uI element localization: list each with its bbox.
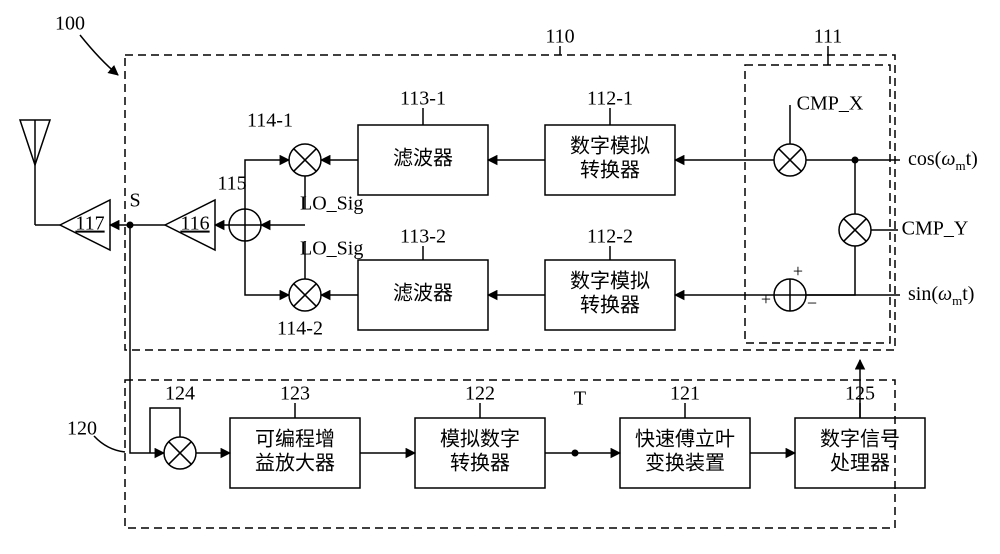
ref-120: 120: [67, 418, 97, 440]
node-nT: [572, 450, 579, 457]
block-pga-label2: 益放大器: [255, 452, 335, 475]
label-CMP_X: CMP_X: [797, 93, 864, 115]
label-T: T: [574, 388, 586, 410]
dashed-box-rx: [125, 380, 895, 528]
block-filter1-ref: 113-1: [400, 88, 446, 110]
ref-111: 111: [814, 26, 843, 48]
label-cos: cos(ωmt): [908, 148, 978, 174]
summer-s115-ref: 115: [217, 173, 246, 195]
label-S: S: [129, 190, 140, 212]
summer-mod_bot-plus1: +: [761, 289, 771, 309]
leader-120: [94, 436, 125, 452]
block-dac2-ref: 112-2: [587, 226, 633, 248]
leader-100: [80, 35, 118, 75]
block-adc-label2: 转换器: [450, 452, 510, 475]
mixer-m124-x: [169, 442, 191, 464]
block-dac2-label1: 数字模拟: [570, 270, 650, 293]
block-dsp-label2: 处理器: [830, 452, 890, 475]
dashed-box-tx: [125, 55, 895, 350]
wire-14: [130, 225, 164, 453]
block-adc-label1: 模拟数字: [440, 428, 520, 451]
summer-mod_bot-minus0: −: [807, 293, 817, 313]
summer-mod_bot-plus0: +: [793, 261, 803, 281]
node-nS: [127, 222, 134, 229]
mixer-m114_1-ref: 114-1: [247, 110, 293, 132]
mixer-m114_1-x: [294, 149, 316, 171]
block-dac1-ref: 112-1: [587, 88, 633, 110]
label-CMP_Y: CMP_Y: [902, 218, 969, 240]
block-dsp-label1: 数字信号: [820, 428, 900, 451]
mixer-mod_mid-x: [844, 219, 866, 241]
block-pga-ref: 123: [280, 383, 310, 405]
block-dac1-label1: 数字模拟: [570, 135, 650, 158]
mixer-m114_2-ref: 114-2: [277, 318, 323, 340]
wire-9: [245, 160, 289, 209]
ref-110: 110: [545, 26, 574, 48]
block-dac1-label2: 转换器: [580, 159, 640, 182]
block-dac2-label2: 转换器: [580, 294, 640, 317]
label-sin: sin(ωmt): [908, 283, 974, 309]
label-LO1: LO_Sig: [300, 193, 363, 215]
block-filter2-label: 滤波器: [393, 282, 453, 305]
amp-a117-ref: 117: [75, 213, 104, 235]
block-adc-ref: 122: [465, 383, 495, 405]
block-fft-ref: 121: [670, 383, 700, 405]
label-LO2: LO_Sig: [300, 238, 363, 260]
node-nCos: [852, 157, 859, 164]
amp-a116-ref: 116: [180, 213, 209, 235]
block-fft-label2: 变换装置: [645, 452, 725, 475]
block-filter1-label: 滤波器: [393, 147, 453, 170]
mixer-mod_top-x: [779, 149, 801, 171]
mixer-m124-ref: 124: [165, 383, 195, 405]
mixer-m114_2-x: [294, 284, 316, 306]
wire-10: [245, 241, 289, 295]
block-filter2-ref: 113-2: [400, 226, 446, 248]
block-pga-label1: 可编程增: [255, 428, 335, 451]
diagram-canvas: 100110111120滤波器113-1数字模拟转换器112-1滤波器113-2…: [0, 0, 1000, 554]
block-fft-label1: 快速傅立叶: [635, 428, 735, 451]
ref-100: 100: [55, 13, 85, 35]
wire-27: [806, 246, 855, 295]
